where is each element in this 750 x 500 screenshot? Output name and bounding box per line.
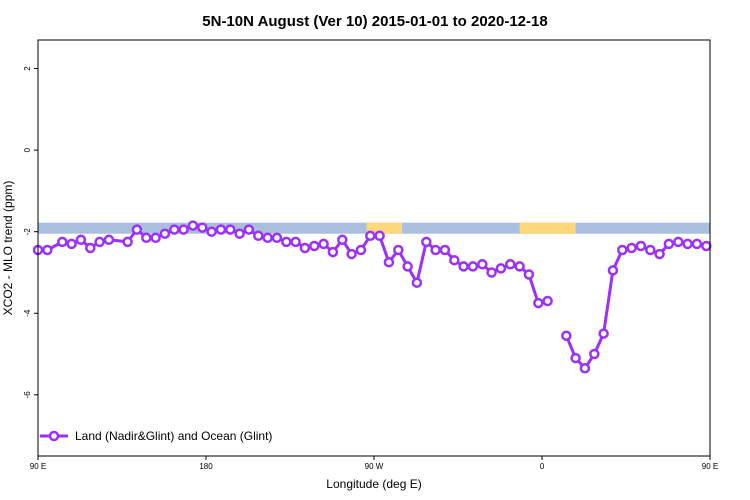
- x-tick-label: 0: [540, 462, 545, 471]
- data-point: [206, 226, 217, 237]
- data-point: [271, 232, 283, 244]
- data-point: [411, 277, 423, 288]
- data-point: [159, 228, 171, 239]
- series-line: [564, 240, 707, 370]
- plot-frame: [37, 39, 711, 457]
- x-tick-label: 90 W: [365, 462, 384, 471]
- data-point: [318, 238, 329, 250]
- x-tick-label: 90 E: [702, 462, 718, 471]
- y-axis-ticks: 2 0 -2 -4 -6: [23, 66, 38, 399]
- data-point: [299, 242, 311, 254]
- data-point: [253, 230, 264, 242]
- data-point: [355, 244, 367, 256]
- land-patch: [519, 222, 576, 234]
- data-point: [94, 236, 105, 248]
- y-axis-label: XCO2 - MLO trend (ppm): [1, 181, 15, 316]
- data-point: [607, 265, 619, 276]
- data-point: [467, 261, 479, 272]
- data-point: [505, 259, 516, 270]
- data-point: [309, 240, 320, 252]
- data-point: [346, 248, 357, 260]
- data-point: [225, 224, 236, 235]
- data-point: [598, 328, 609, 339]
- data-point: [393, 244, 404, 256]
- data-point: [663, 238, 675, 250]
- y-tick-label: -6: [23, 391, 32, 399]
- y-tick-label: 0: [23, 147, 32, 152]
- data-point: [150, 232, 161, 244]
- data-point: [122, 236, 133, 248]
- data-point: [337, 234, 348, 246]
- y-tick-label: -2: [23, 228, 32, 236]
- legend: Land (Nadir&Glint) and Ocean (Glint): [40, 429, 272, 443]
- data-point: [169, 224, 180, 235]
- data-point: [383, 257, 395, 268]
- data-point: [103, 234, 115, 246]
- data-point: [654, 248, 665, 260]
- data-point: [57, 236, 68, 248]
- x-tick-label: 90 E: [30, 462, 46, 471]
- data-point: [635, 240, 647, 252]
- data-point: [533, 297, 544, 309]
- data-point: [281, 236, 292, 248]
- data-point: [243, 224, 255, 235]
- data-point: [439, 244, 451, 256]
- data-point: [589, 348, 600, 360]
- data-point: [42, 244, 53, 256]
- data-point: [579, 363, 591, 374]
- data-point: [402, 261, 413, 272]
- data-point: [701, 240, 712, 252]
- x-tick-label: 180: [199, 462, 213, 471]
- land-patch: [366, 222, 402, 234]
- data-point: [141, 232, 152, 244]
- data-point: [187, 220, 199, 231]
- data-point: [458, 261, 469, 272]
- data-point: [178, 224, 189, 235]
- data-point: [262, 232, 273, 244]
- data-point: [673, 236, 684, 248]
- data-point: [626, 242, 637, 254]
- data-point: [449, 254, 460, 266]
- data-point: [682, 238, 693, 250]
- data-point: [66, 238, 77, 250]
- data-point: [561, 330, 572, 341]
- data-point: [421, 236, 432, 248]
- data-point: [327, 246, 339, 258]
- data-point: [495, 263, 507, 274]
- series-layer: [32, 220, 712, 374]
- data-point: [570, 352, 581, 364]
- data-point: [234, 228, 245, 239]
- data-point: [477, 259, 488, 270]
- y-tick-label: -4: [23, 309, 32, 317]
- legend-marker-swatch: [48, 430, 60, 442]
- legend-label: Land (Nadir&Glint) and Ocean (Glint): [75, 429, 272, 443]
- x-axis-ticks: 90 E 180 90 W 0 90 E: [30, 456, 718, 471]
- data-point: [197, 222, 208, 233]
- data-point: [523, 269, 535, 280]
- data-point: [131, 224, 143, 235]
- data-point: [514, 261, 525, 272]
- data-point: [85, 242, 96, 254]
- chart-title: 5N-10N August (Ver 10) 2015-01-01 to 202…: [202, 13, 547, 30]
- data-point: [374, 230, 385, 242]
- data-point: [486, 267, 497, 278]
- data-point: [365, 230, 376, 242]
- map-strip: [38, 222, 710, 234]
- data-point: [691, 238, 703, 250]
- data-point: [617, 244, 628, 256]
- y-tick-label: 2: [23, 66, 32, 71]
- data-point: [645, 244, 656, 256]
- data-point: [215, 224, 227, 235]
- x-axis-label: Longitude (deg E): [326, 477, 421, 491]
- data-point: [430, 244, 441, 256]
- data-point: [290, 236, 301, 248]
- data-point: [75, 234, 87, 246]
- data-point: [542, 295, 553, 307]
